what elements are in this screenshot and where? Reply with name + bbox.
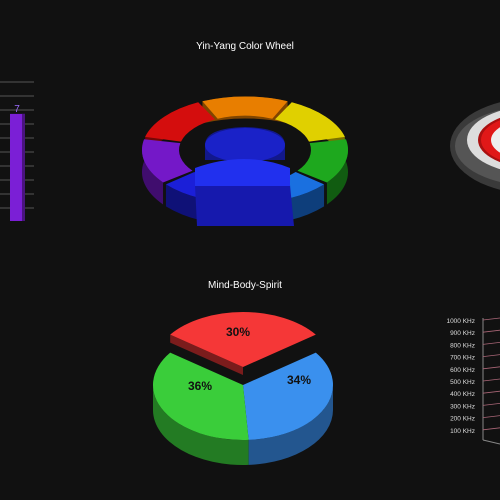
y-tick-label: 1000 KHz	[446, 318, 475, 325]
center-dome-top	[205, 128, 285, 162]
gridline	[482, 342, 500, 345]
ring-segment	[297, 139, 348, 205]
segment-top	[202, 96, 288, 119]
gridline	[482, 390, 500, 394]
y-tick-label: 200 KHz	[450, 416, 475, 423]
segment-top	[274, 102, 345, 142]
chart-title: Mind-Body-Spirit	[208, 280, 282, 291]
slice-top	[243, 352, 333, 440]
gridline	[482, 317, 500, 321]
gridline	[482, 329, 500, 333]
gridline	[482, 378, 500, 382]
slice-label: 36%	[188, 379, 212, 393]
segment-top	[297, 139, 348, 183]
ring-segment	[142, 139, 193, 205]
gridline	[482, 403, 500, 406]
center-front-top	[195, 159, 290, 186]
bar-side	[22, 113, 25, 221]
ring-segment	[145, 102, 216, 159]
ring-segment	[274, 102, 345, 159]
slice-label: 34%	[287, 373, 311, 387]
gridline	[482, 354, 500, 357]
gridline	[482, 427, 500, 431]
target-ring	[491, 127, 500, 153]
segment-side	[142, 139, 164, 205]
slice-side	[152, 385, 249, 466]
chart-title: Yin-Yang Color Wheel	[196, 41, 294, 52]
y-tick-label: 700 KHz	[450, 355, 475, 362]
y-tick-label: 400 KHz	[450, 391, 475, 398]
center-front-block	[195, 185, 294, 226]
gridline	[482, 366, 500, 370]
segment-top	[142, 139, 193, 183]
slice-label: 30%	[226, 325, 250, 339]
y-tick-label: 600 KHz	[450, 367, 475, 374]
ring-segment	[202, 96, 288, 124]
y-tick-label: 900 KHz	[450, 330, 475, 337]
x-axis-line	[482, 439, 500, 445]
bar	[10, 113, 25, 221]
gridline	[482, 415, 500, 418]
bar-value-label: 7	[14, 104, 20, 115]
slice-top	[170, 312, 316, 367]
y-tick-label: 300 KHz	[450, 403, 475, 410]
target-ring	[481, 120, 500, 160]
slice-side	[248, 385, 333, 465]
segment-top	[145, 102, 216, 142]
segment-side	[326, 139, 348, 205]
y-tick-label: 500 KHz	[450, 379, 475, 386]
slice-side	[170, 334, 243, 375]
slice-top	[153, 352, 249, 440]
y-tick-label: 100 KHz	[450, 428, 475, 435]
y-tick-label: 800 KHz	[450, 342, 475, 349]
